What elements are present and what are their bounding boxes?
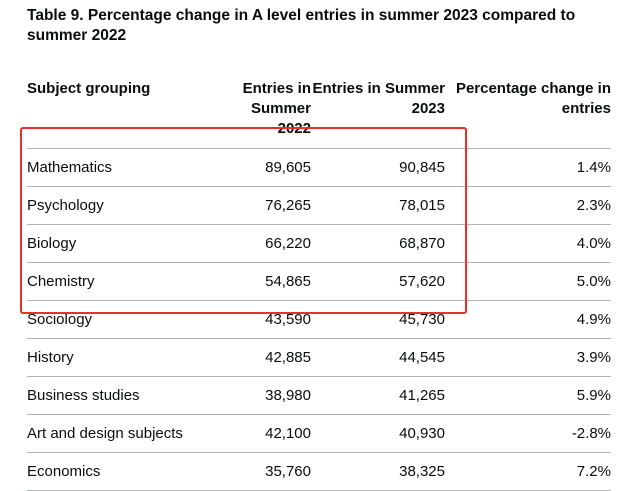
table-row: Psychology 76,265 78,015 2.3% [27, 186, 611, 225]
cell-entries-2022: 54,865 [215, 262, 311, 301]
cell-entries-2023: 90,845 [311, 148, 445, 187]
cell-subject: Chemistry [27, 262, 215, 301]
table-row: Business studies 38,980 41,265 5.9% [27, 376, 611, 415]
cell-entries-2022: 43,590 [215, 300, 311, 339]
cell-entries-2022: 42,885 [215, 338, 311, 377]
cell-subject: Business studies [27, 376, 215, 415]
cell-entries-2023: 44,545 [311, 338, 445, 377]
cell-entries-2022: 89,605 [215, 148, 311, 187]
cell-entries-2023: 78,015 [311, 186, 445, 225]
header-percentage-change: Percentage change in entries [445, 76, 611, 149]
header-entries-2022: Entries in Summer 2022 [215, 76, 311, 149]
cell-entries-2022: 35,760 [215, 452, 311, 491]
cell-entries-2023: 38,325 [311, 452, 445, 491]
cell-percentage-change: 7.2% [445, 452, 611, 491]
cell-percentage-change: 5.9% [445, 376, 611, 415]
cell-percentage-change: 2.3% [445, 186, 611, 225]
table-row: Art and design subjects 42,100 40,930 -2… [27, 414, 611, 453]
cell-entries-2022: 76,265 [215, 186, 311, 225]
header-subject-grouping: Subject grouping [27, 76, 215, 149]
cell-percentage-change: -2.8% [445, 414, 611, 453]
cell-percentage-change: 1.4% [445, 148, 611, 187]
cell-percentage-change: 5.0% [445, 262, 611, 301]
cell-entries-2023: 68,870 [311, 224, 445, 263]
cell-subject: Art and design subjects [27, 414, 215, 453]
cell-subject: Biology [27, 224, 215, 263]
cell-percentage-change: 3.9% [445, 338, 611, 377]
cell-entries-2022: 38,980 [215, 376, 311, 415]
table-row: Economics 35,760 38,325 7.2% [27, 452, 611, 491]
cell-entries-2022: 66,220 [215, 224, 311, 263]
table-caption: Table 9. Percentage change in A level en… [27, 7, 576, 44]
table-row: Biology 66,220 68,870 4.0% [27, 224, 611, 263]
table-row: History 42,885 44,545 3.9% [27, 338, 611, 377]
table-row: Sociology 43,590 45,730 4.9% [27, 300, 611, 339]
header-entries-2023: Entries in Summer 2023 [311, 76, 445, 149]
header-row: Subject grouping Entries in Summer 2022 … [27, 76, 611, 149]
table-row: Mathematics 89,605 90,845 1.4% [27, 148, 611, 187]
cell-subject: Sociology [27, 300, 215, 339]
table-row: Chemistry 54,865 57,620 5.0% [27, 262, 611, 301]
cell-subject: History [27, 338, 215, 377]
cell-entries-2022: 42,100 [215, 414, 311, 453]
cell-entries-2023: 45,730 [311, 300, 445, 339]
cell-entries-2023: 41,265 [311, 376, 445, 415]
cell-entries-2023: 40,930 [311, 414, 445, 453]
cell-subject: Mathematics [27, 148, 215, 187]
cell-subject: Psychology [27, 186, 215, 225]
entries-table: Subject grouping Entries in Summer 2022 … [27, 76, 611, 491]
cell-entries-2023: 57,620 [311, 262, 445, 301]
cell-percentage-change: 4.9% [445, 300, 611, 339]
cell-percentage-change: 4.0% [445, 224, 611, 263]
cell-subject: Economics [27, 452, 215, 491]
